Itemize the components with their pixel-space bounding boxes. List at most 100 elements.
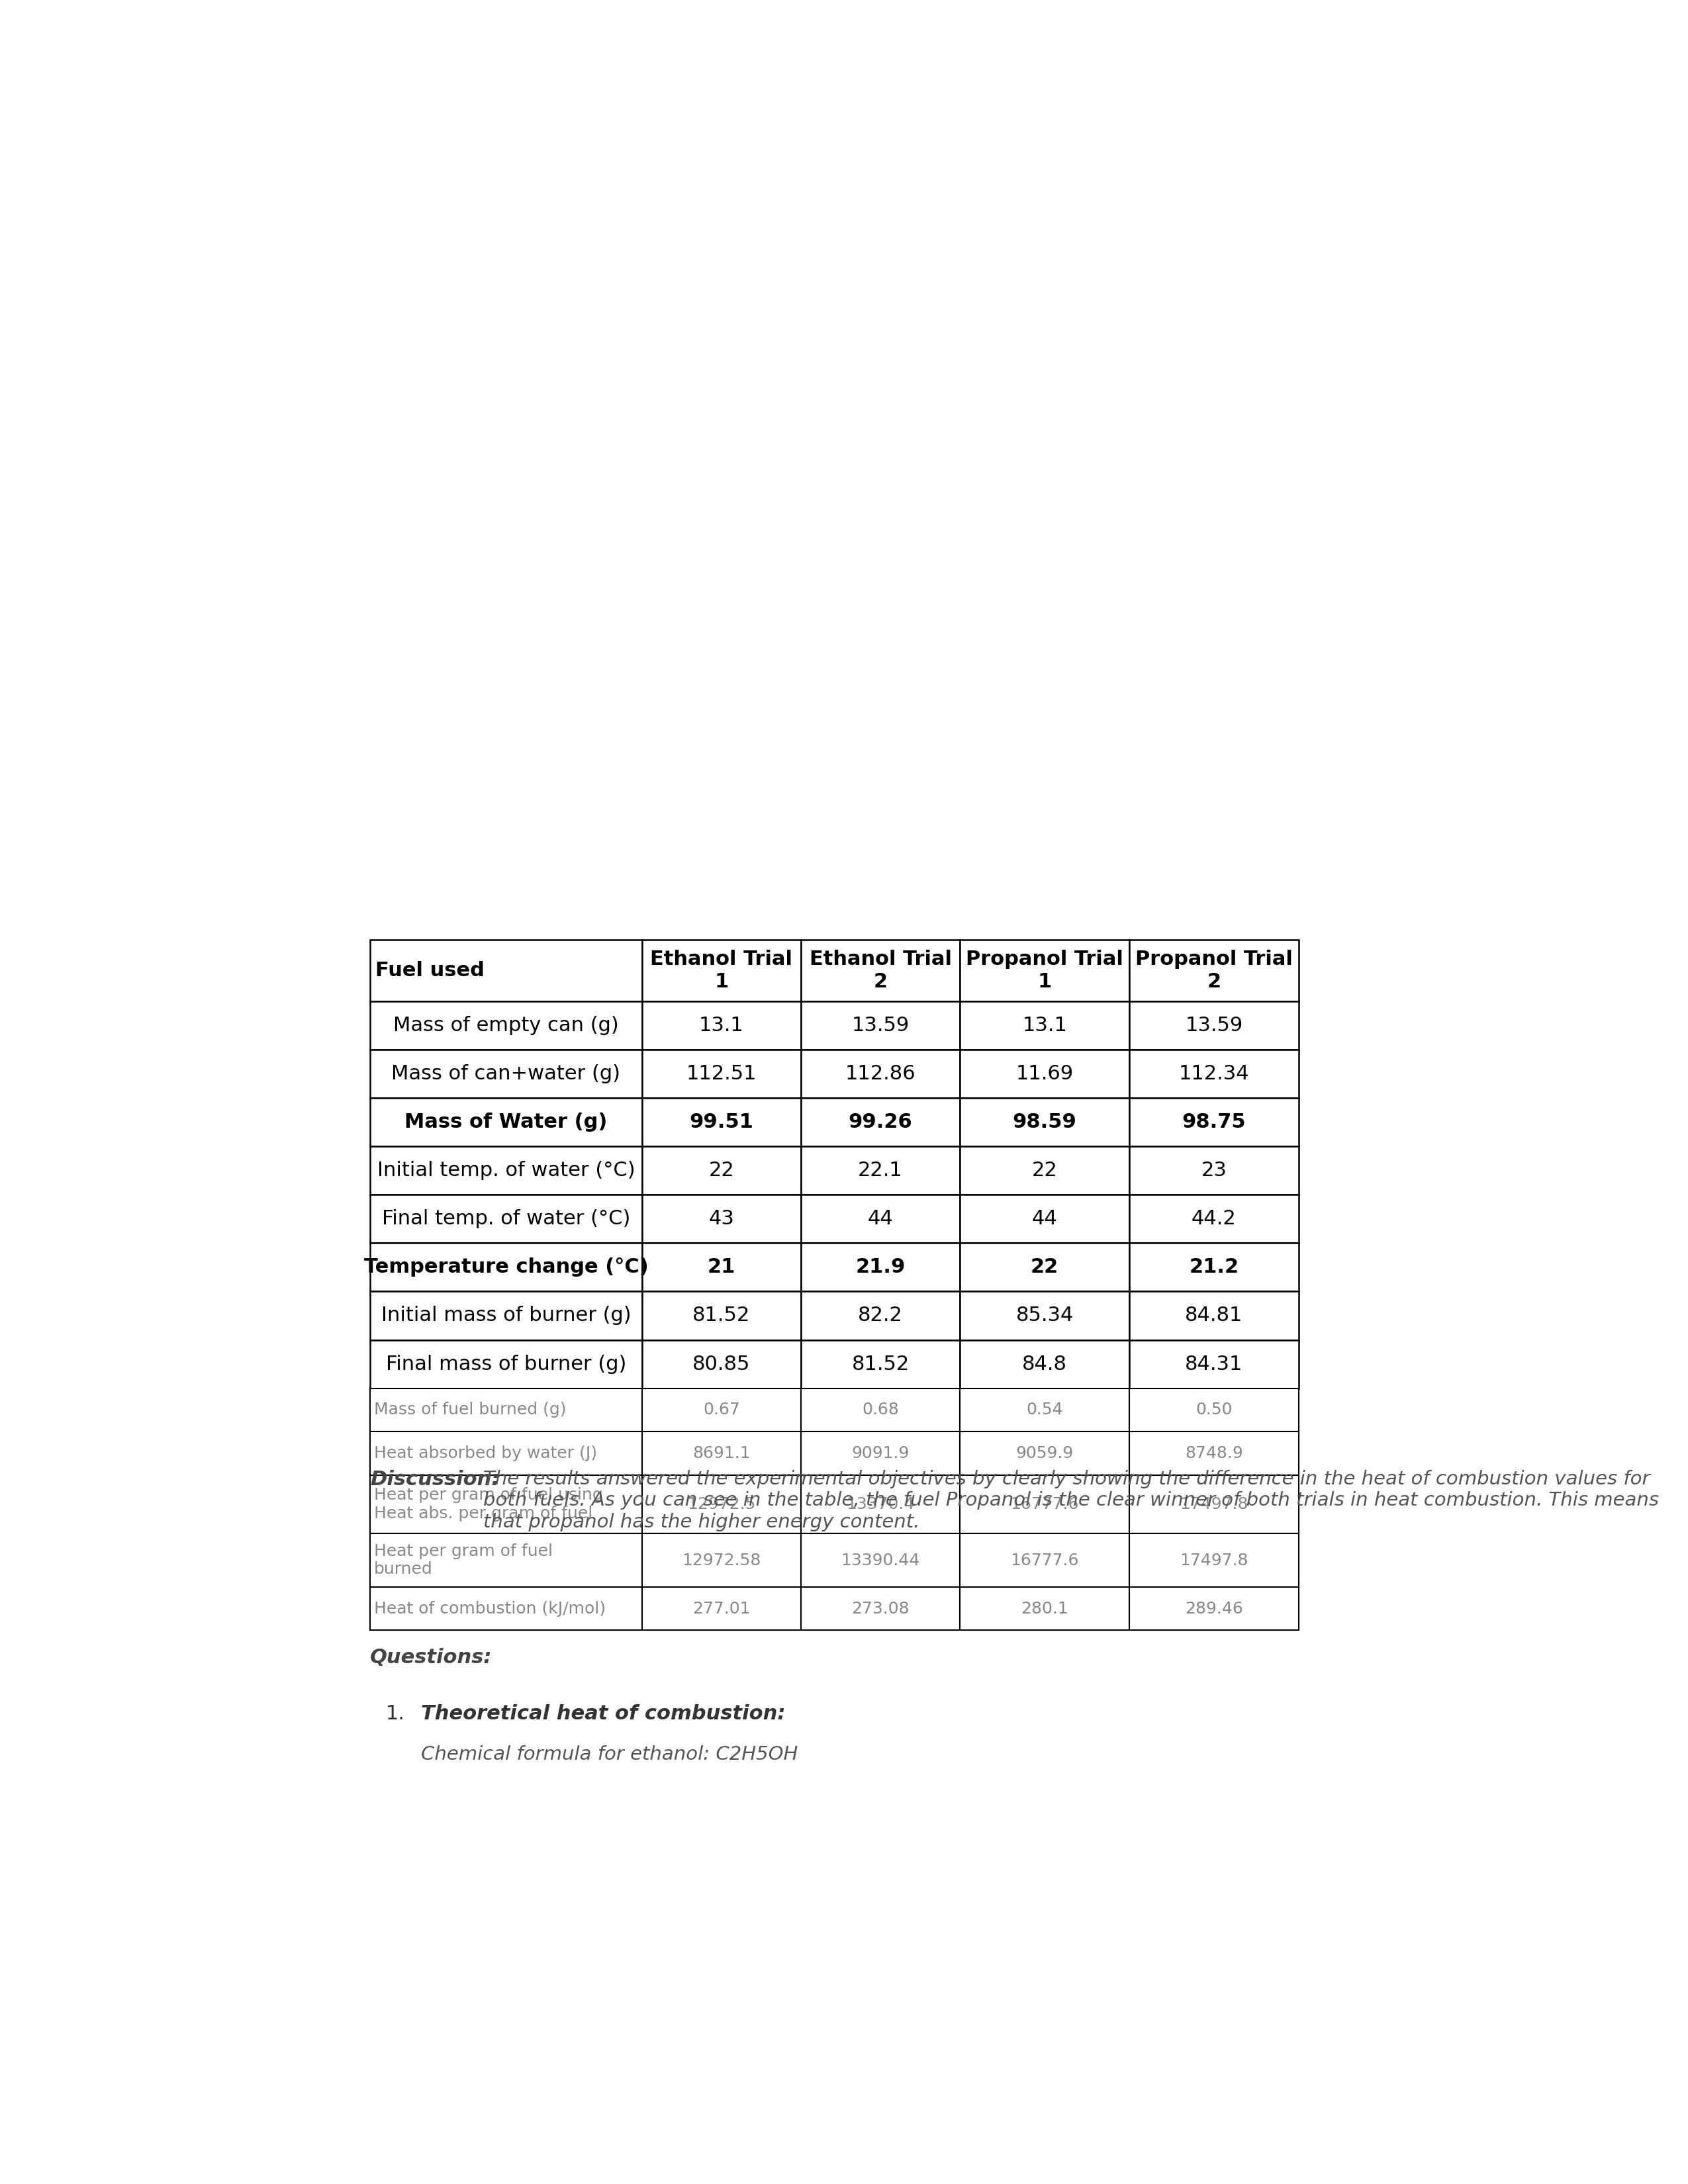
Bar (370, 1147, 641, 1195)
Bar (1129, 1243, 1298, 1291)
Bar (802, 939, 960, 1000)
Text: Ethanol Trial
2: Ethanol Trial 2 (809, 950, 952, 992)
Text: Theoretical heat of combustion:: Theoretical heat of combustion: (422, 1704, 787, 1723)
Text: 99.26: 99.26 (849, 1112, 913, 1131)
Text: 0.54: 0.54 (1026, 1402, 1063, 1417)
Text: 99.51: 99.51 (689, 1112, 753, 1131)
Bar (641, 1000, 802, 1051)
Text: Heat per gram of fuel using
Heat abs. per gram of fuel: Heat per gram of fuel using Heat abs. pe… (375, 1487, 603, 1522)
Bar (641, 1339, 802, 1389)
Text: 84.81: 84.81 (1185, 1306, 1242, 1326)
Bar (1129, 1588, 1298, 1629)
Text: 84.8: 84.8 (1023, 1354, 1067, 1374)
Text: 22: 22 (1031, 1258, 1058, 1278)
Text: Questions:: Questions: (370, 1649, 493, 1666)
Text: 22.1: 22.1 (858, 1162, 903, 1179)
Text: 43: 43 (709, 1210, 734, 1227)
Bar (960, 1389, 1129, 1433)
Bar (1129, 1099, 1298, 1147)
Text: Ethanol Trial
1: Ethanol Trial 1 (650, 950, 793, 992)
Bar (641, 1389, 802, 1433)
Text: Mass of Water (g): Mass of Water (g) (405, 1112, 608, 1131)
Text: 112.34: 112.34 (1178, 1064, 1249, 1083)
Text: 23: 23 (1202, 1162, 1227, 1179)
Bar (960, 1000, 1129, 1051)
Text: Mass of empty can (g): Mass of empty can (g) (393, 1016, 619, 1035)
Bar (641, 1533, 802, 1588)
Bar (641, 1291, 802, 1341)
Bar (370, 1291, 641, 1341)
Text: 22: 22 (1031, 1162, 1057, 1179)
Text: 11.69: 11.69 (1016, 1064, 1074, 1083)
Bar (802, 1195, 960, 1243)
Bar (1129, 1195, 1298, 1243)
Text: Final mass of burner (g): Final mass of burner (g) (387, 1354, 626, 1374)
Text: Heat per gram of fuel
burned: Heat per gram of fuel burned (375, 1544, 554, 1577)
Text: 81.52: 81.52 (852, 1354, 910, 1374)
Bar (960, 1147, 1129, 1195)
Bar (802, 1000, 960, 1051)
Text: Heat of combustion (kJ/mol): Heat of combustion (kJ/mol) (375, 1601, 606, 1616)
Bar (802, 1291, 960, 1341)
Bar (641, 1588, 802, 1629)
Bar (960, 1243, 1129, 1291)
Bar (1129, 1339, 1298, 1389)
Text: Mass of fuel burned (g): Mass of fuel burned (g) (375, 1402, 567, 1417)
Bar (370, 1195, 641, 1243)
Bar (802, 1147, 960, 1195)
Bar (370, 1389, 641, 1433)
Text: 13.1: 13.1 (699, 1016, 744, 1035)
Bar (641, 1433, 802, 1474)
Text: 44.2: 44.2 (1192, 1210, 1236, 1227)
Text: 9059.9: 9059.9 (1016, 1446, 1074, 1461)
Bar (1129, 1000, 1298, 1051)
Bar (641, 1474, 802, 1533)
Bar (1129, 1291, 1298, 1341)
Bar (960, 1433, 1129, 1474)
Bar (370, 1099, 641, 1147)
Text: 13.1: 13.1 (1023, 1016, 1067, 1035)
Bar (370, 1474, 641, 1533)
Bar (370, 1243, 641, 1291)
Text: 8691.1: 8691.1 (692, 1446, 751, 1461)
Bar (960, 939, 1129, 1000)
Text: 16777.6: 16777.6 (1011, 1553, 1079, 1568)
Bar (1129, 939, 1298, 1000)
Text: Temperature change (°C): Temperature change (°C) (363, 1258, 648, 1278)
Bar (960, 1588, 1129, 1629)
Text: 0.68: 0.68 (863, 1402, 900, 1417)
Bar (641, 939, 802, 1000)
Bar (1129, 1389, 1298, 1433)
Text: Chemical formula for ethanol: C2H5OH: Chemical formula for ethanol: C2H5OH (422, 1745, 798, 1762)
Text: 0.67: 0.67 (702, 1402, 739, 1417)
Text: 22: 22 (709, 1162, 734, 1179)
Bar (641, 1147, 802, 1195)
Bar (960, 1099, 1129, 1147)
Text: 17497.8: 17497.8 (1180, 1496, 1247, 1511)
Bar (641, 1099, 802, 1147)
Bar (641, 1243, 802, 1291)
Text: 98.59: 98.59 (1013, 1112, 1077, 1131)
Bar (802, 1051, 960, 1099)
Text: 8748.9: 8748.9 (1185, 1446, 1242, 1461)
Text: 273.08: 273.08 (851, 1601, 910, 1616)
Text: 280.1: 280.1 (1021, 1601, 1069, 1616)
Bar (960, 1474, 1129, 1533)
Text: 0.50: 0.50 (1195, 1402, 1232, 1417)
Bar (1129, 1147, 1298, 1195)
Bar (370, 1433, 641, 1474)
Text: 84.31: 84.31 (1185, 1354, 1242, 1374)
Bar (802, 1339, 960, 1389)
Bar (802, 1099, 960, 1147)
Bar (802, 1533, 960, 1588)
Text: The results answered the experimental objectives by clearly showing the differen: The results answered the experimental ob… (483, 1470, 1659, 1531)
Bar (960, 1195, 1129, 1243)
Bar (960, 1339, 1129, 1389)
Text: 17497.8: 17497.8 (1180, 1553, 1247, 1568)
Bar (1129, 1474, 1298, 1533)
Text: 21: 21 (707, 1258, 736, 1278)
Text: 44: 44 (1031, 1210, 1057, 1227)
Bar (802, 1588, 960, 1629)
Text: Propanol Trial
2: Propanol Trial 2 (1136, 950, 1293, 992)
Text: Heat absorbed by water (J): Heat absorbed by water (J) (375, 1446, 598, 1461)
